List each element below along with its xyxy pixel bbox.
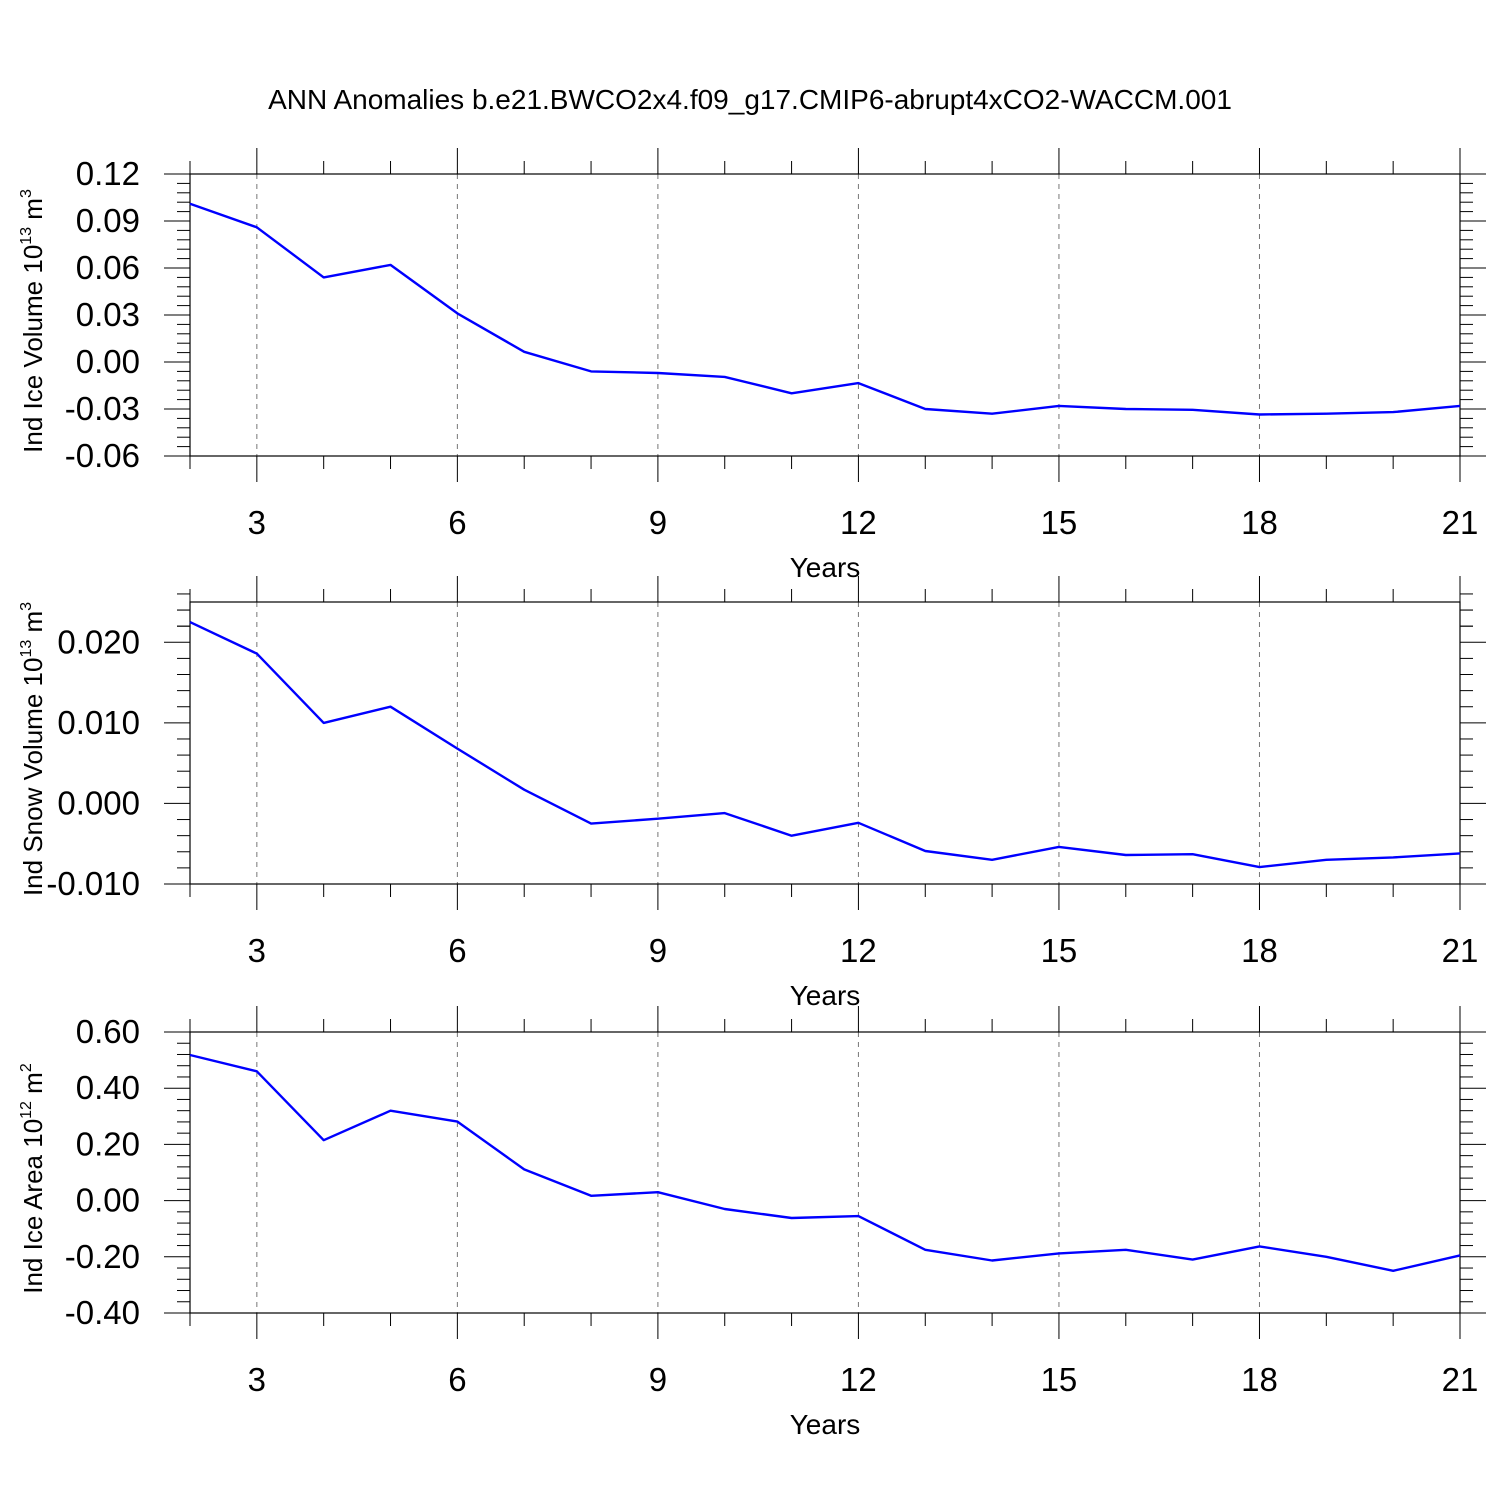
panel-3: 3 6 9 12 15 18 21 Years -0.40 -0.20 0.00 0.20 0.40 0.… [18,1006,1486,1440]
x-tick-label: 9 [649,504,667,541]
x-tick-label: 21 [1442,504,1479,541]
x-tick-label: 18 [1241,504,1278,541]
x-tick-label: 3 [248,932,266,969]
x-tick-label: 9 [649,932,667,969]
x-tick-label: 6 [448,504,466,541]
y-tick-label: -0.06 [65,437,140,474]
data-series-line [189,621,1461,869]
panel-1: 3 6 9 12 15 18 21 Years -0.06 -0.03 0.00 0.03 0.06 0.… [18,148,1486,583]
x-tick-label: 12 [840,1361,877,1398]
x-axis-label: Years [790,980,861,1011]
x-tick-label: 15 [1041,932,1078,969]
y-tick-label: 0.20 [76,1125,140,1162]
x-tick-label: 21 [1442,932,1479,969]
plot-frame [189,601,1461,885]
x-tick-label: 21 [1442,1361,1479,1398]
plot-frame [189,1031,1461,1314]
figure-title: ANN Anomalies b.e21.BWCO2x4.f09_g17.CMIP… [268,84,1232,115]
x-tick-label: 15 [1041,1361,1078,1398]
data-series-line [189,202,1461,416]
y-tick-label: 0.00 [76,1182,140,1219]
y-tick-label: -0.20 [65,1238,140,1275]
y-tick-label: -0.010 [46,865,140,902]
y-tick-label: -0.03 [65,390,140,427]
x-tick-label: 6 [448,932,466,969]
y-tick-label: 0.03 [76,296,140,333]
y-axis-label: Ind Ice Volume 1013 m3 [18,189,48,453]
y-tick-label: -0.40 [65,1294,140,1331]
panel-2: 3 6 9 12 15 18 21 Years -0.010 0.000 0.010 0.020 Ind… [18,576,1486,1011]
x-tick-label: 6 [448,1361,466,1398]
x-tick-label: 12 [840,932,877,969]
data-series-line [189,1053,1461,1273]
x-tick-label: 18 [1241,932,1278,969]
x-tick-label: 3 [248,504,266,541]
y-tick-label: 0.020 [57,623,140,660]
y-tick-label: 0.06 [76,249,140,286]
y-axis-label: Ind Ice Area 1012 m2 [18,1063,48,1294]
x-tick-label: 12 [840,504,877,541]
x-axis-label: Years [790,1409,861,1440]
y-axis-label: Ind Snow Volume 1013 m3 [18,602,48,896]
y-tick-label: 0.00 [76,343,140,380]
y-tick-label: 0.40 [76,1069,140,1106]
x-tick-label: 9 [649,1361,667,1398]
x-axis-label: Years [790,552,861,583]
y-tick-label: 0.010 [57,704,140,741]
x-tick-label: 3 [248,1361,266,1398]
y-tick-label: 0.09 [76,202,140,239]
x-tick-label: 15 [1041,504,1078,541]
y-tick-label: 0.12 [76,155,140,192]
x-tick-label: 18 [1241,1361,1278,1398]
y-tick-label: 0.000 [57,784,140,821]
y-tick-label: 0.60 [76,1013,140,1050]
